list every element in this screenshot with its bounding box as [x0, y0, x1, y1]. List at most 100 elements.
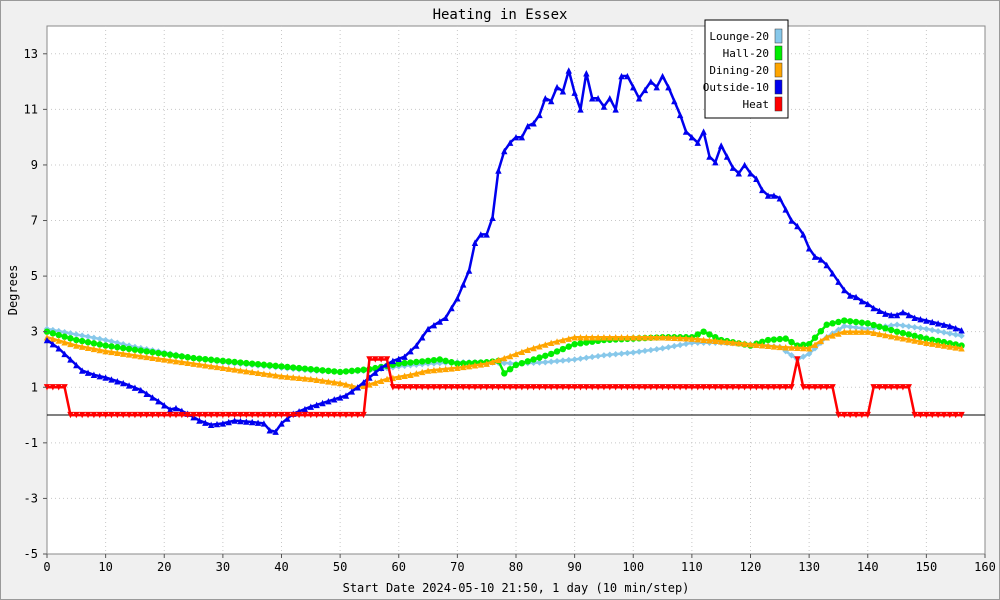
- data-point-lounge-20: [506, 360, 514, 367]
- data-point-dining-20: [348, 382, 356, 390]
- data-point-hall-20: [178, 353, 186, 360]
- data-point-hall-20: [788, 338, 795, 346]
- data-point-outside-10: [876, 307, 883, 315]
- data-point-dining-20: [753, 341, 760, 348]
- data-point-dining-20: [641, 334, 649, 341]
- data-point-heat: [630, 384, 637, 391]
- x-tick-label: 150: [916, 560, 938, 574]
- data-point-hall-20: [143, 348, 150, 355]
- data-point-hall-20: [237, 359, 244, 366]
- data-point-outside-10: [213, 420, 221, 428]
- data-point-heat: [460, 384, 467, 391]
- data-point-outside-10: [624, 72, 631, 80]
- data-point-hall-20: [923, 335, 930, 342]
- data-point-hall-20: [354, 367, 361, 374]
- data-point-hall-20: [331, 368, 338, 375]
- data-point-hall-20: [888, 326, 895, 334]
- data-point-outside-10: [565, 67, 572, 74]
- data-point-dining-20: [530, 344, 537, 352]
- data-point-hall-20: [846, 318, 854, 325]
- data-point-dining-20: [78, 343, 86, 350]
- data-point-outside-10: [424, 325, 432, 333]
- data-point-heat: [764, 384, 772, 391]
- data-point-heat: [589, 384, 596, 391]
- data-point-hall-20: [248, 360, 256, 367]
- data-point-heat: [911, 411, 918, 419]
- data-point-outside-10: [360, 379, 367, 386]
- data-point-outside-10: [934, 320, 942, 327]
- data-point-hall-20: [817, 328, 825, 335]
- data-point-hall-20: [436, 356, 443, 363]
- data-point-heat: [372, 356, 379, 363]
- data-point-dining-20: [712, 337, 719, 345]
- data-point-hall-20: [213, 357, 221, 364]
- data-point-heat: [489, 384, 496, 391]
- data-point-heat: [841, 411, 848, 419]
- data-point-outside-10: [278, 420, 285, 427]
- data-point-dining-20: [811, 341, 819, 348]
- data-point-heat: [366, 356, 373, 363]
- data-point-dining-20: [870, 329, 877, 336]
- data-point-heat: [729, 384, 737, 391]
- data-point-dining-20: [653, 334, 660, 341]
- data-point-hall-20: [583, 339, 590, 346]
- data-point-outside-10: [671, 97, 678, 105]
- data-point-lounge-20: [630, 349, 637, 356]
- data-point-hall-20: [243, 359, 250, 367]
- data-point-dining-20: [336, 379, 344, 387]
- data-point-outside-10: [266, 427, 273, 434]
- data-point-dining-20: [483, 360, 490, 367]
- data-point-dining-20: [290, 374, 297, 381]
- data-point-dining-20: [682, 335, 690, 342]
- data-point-hall-20: [260, 361, 268, 368]
- data-point-dining-20: [706, 337, 713, 344]
- data-point-heat: [471, 384, 479, 391]
- data-point-dining-20: [747, 340, 754, 348]
- data-point-dining-20: [237, 367, 244, 374]
- data-point-hall-20: [307, 366, 315, 373]
- data-point-heat: [659, 384, 666, 391]
- data-point-hall-20: [90, 340, 98, 347]
- data-point-outside-10: [589, 95, 596, 102]
- data-point-hall-20: [49, 330, 57, 337]
- data-point-heat: [166, 411, 174, 419]
- data-point-outside-10: [770, 192, 778, 199]
- data-point-heat: [712, 384, 719, 391]
- data-point-hall-20: [899, 329, 907, 337]
- x-axis-label: Start Date 2024-05-10 21:50, 1 day (10 m…: [343, 581, 690, 595]
- data-point-hall-20: [565, 343, 572, 350]
- data-point-dining-20: [114, 349, 121, 357]
- data-point-dining-20: [495, 356, 502, 364]
- data-point-hall-20: [770, 336, 778, 343]
- data-point-outside-10: [841, 286, 848, 294]
- data-point-dining-20: [325, 378, 332, 385]
- y-tick-label: 13: [24, 47, 38, 61]
- data-point-outside-10: [495, 167, 502, 174]
- data-point-outside-10: [90, 371, 98, 378]
- data-point-dining-20: [454, 364, 461, 372]
- data-point-heat: [753, 384, 760, 391]
- data-point-dining-20: [102, 347, 109, 355]
- data-point-heat: [946, 411, 954, 419]
- data-point-heat: [893, 384, 901, 391]
- data-point-outside-10: [506, 139, 514, 146]
- data-point-heat: [442, 384, 449, 391]
- data-point-outside-10: [635, 95, 643, 102]
- data-point-outside-10: [759, 186, 766, 194]
- data-point-dining-20: [741, 340, 748, 347]
- legend-label-hall-20: Hall-20: [723, 47, 769, 60]
- data-point-dining-20: [788, 344, 795, 351]
- data-point-outside-10: [120, 379, 127, 387]
- data-point-hall-20: [231, 358, 238, 366]
- data-point-dining-20: [929, 340, 936, 347]
- data-point-outside-10: [73, 361, 80, 369]
- data-point-outside-10: [43, 336, 51, 344]
- data-point-hall-20: [372, 364, 379, 372]
- data-point-heat: [577, 384, 584, 391]
- data-point-heat: [454, 384, 461, 391]
- data-point-lounge-20: [589, 353, 596, 361]
- data-point-outside-10: [741, 161, 748, 169]
- data-point-heat: [360, 411, 367, 419]
- data-point-outside-10: [55, 345, 62, 352]
- data-point-outside-10: [606, 95, 613, 102]
